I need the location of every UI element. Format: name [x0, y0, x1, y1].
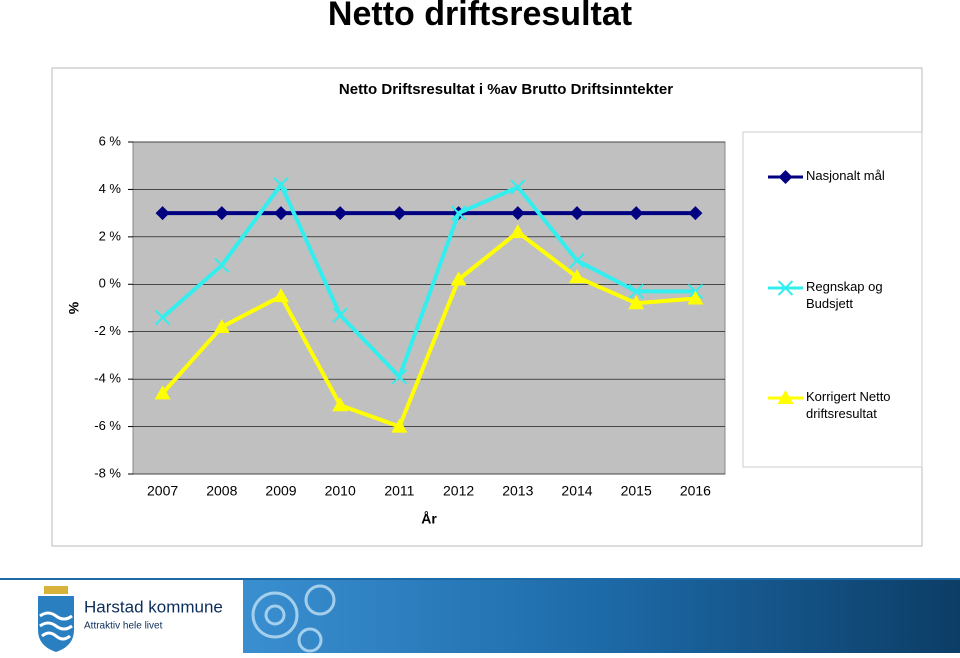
x-tick-label: 2012 — [443, 483, 474, 499]
marker — [510, 206, 525, 221]
legend-label-box: Regnskap og Budsjett — [806, 279, 883, 311]
marker — [332, 307, 348, 323]
marker — [332, 397, 349, 412]
marker — [273, 288, 289, 303]
x-tick-label: 2011 — [384, 483, 414, 499]
marker — [274, 206, 288, 221]
marker — [509, 224, 526, 239]
y-tick-label: -4 % — [94, 371, 121, 386]
x-tick-label: 2016 — [680, 483, 711, 499]
y-tick-label: -8 % — [94, 465, 121, 480]
marker — [214, 206, 229, 221]
legend — [742, 131, 923, 468]
marker — [450, 271, 467, 286]
marker — [777, 280, 794, 296]
footer-name: Harstad kommune — [84, 597, 223, 616]
y-tick-label: -6 % — [94, 418, 121, 433]
marker — [273, 176, 289, 193]
footer-rule — [0, 578, 960, 580]
page-title: Netto driftsresultat — [328, 0, 632, 33]
y-axis-title: % — [66, 301, 82, 314]
marker — [688, 206, 703, 221]
x-tick-label: 2010 — [325, 483, 356, 499]
marker — [570, 206, 584, 221]
legend-label-box: Nasjonalt mål — [806, 168, 885, 183]
marker — [391, 369, 408, 385]
x-tick-label: 2008 — [206, 483, 237, 499]
gears — [251, 584, 336, 653]
x-axis-title: År — [421, 511, 437, 527]
marker — [450, 205, 467, 221]
x-tick-label: 2009 — [265, 483, 296, 499]
legend-label: Nasjonalt mål — [806, 168, 885, 183]
x-tick-label: 2007 — [147, 483, 178, 499]
x-tick-label: 2015 — [621, 483, 652, 499]
x-tick-label: 2013 — [502, 483, 533, 499]
marker — [213, 318, 230, 333]
footer-band — [243, 580, 960, 653]
y-tick-label: 4 % — [99, 181, 122, 196]
marker — [778, 170, 793, 184]
series-line — [161, 229, 696, 430]
footer-slogan: Attraktiv hele livet — [84, 621, 163, 632]
marker — [155, 206, 170, 221]
marker — [333, 206, 348, 221]
y-tick-label: 6 % — [99, 133, 122, 148]
marker — [629, 206, 644, 221]
marker — [392, 206, 407, 221]
marker — [154, 309, 171, 326]
marker — [391, 418, 408, 433]
marker — [628, 283, 644, 300]
marker — [154, 385, 171, 400]
marker — [510, 179, 526, 195]
y-tick-label: 2 % — [99, 228, 122, 243]
marker — [214, 257, 230, 274]
chart-title: Netto Driftsresultat i %av Brutto Drifts… — [339, 81, 673, 98]
legend-label: Regnskap og Budsjett — [806, 279, 883, 311]
y-tick-label: -2 % — [94, 323, 121, 338]
marker — [777, 390, 794, 404]
y-tick-label: 0 % — [99, 276, 122, 291]
legend-label: Korrigert Netto driftsresultat — [806, 389, 891, 421]
series-line — [161, 180, 696, 381]
plot-area — [132, 141, 726, 475]
marker — [569, 252, 585, 269]
marker — [628, 295, 645, 310]
legend-label-box: Korrigert Netto driftsresultat — [806, 389, 891, 421]
marker — [569, 269, 585, 284]
logo — [38, 586, 74, 652]
marker — [687, 290, 704, 305]
x-tick-label: 2014 — [561, 483, 592, 499]
